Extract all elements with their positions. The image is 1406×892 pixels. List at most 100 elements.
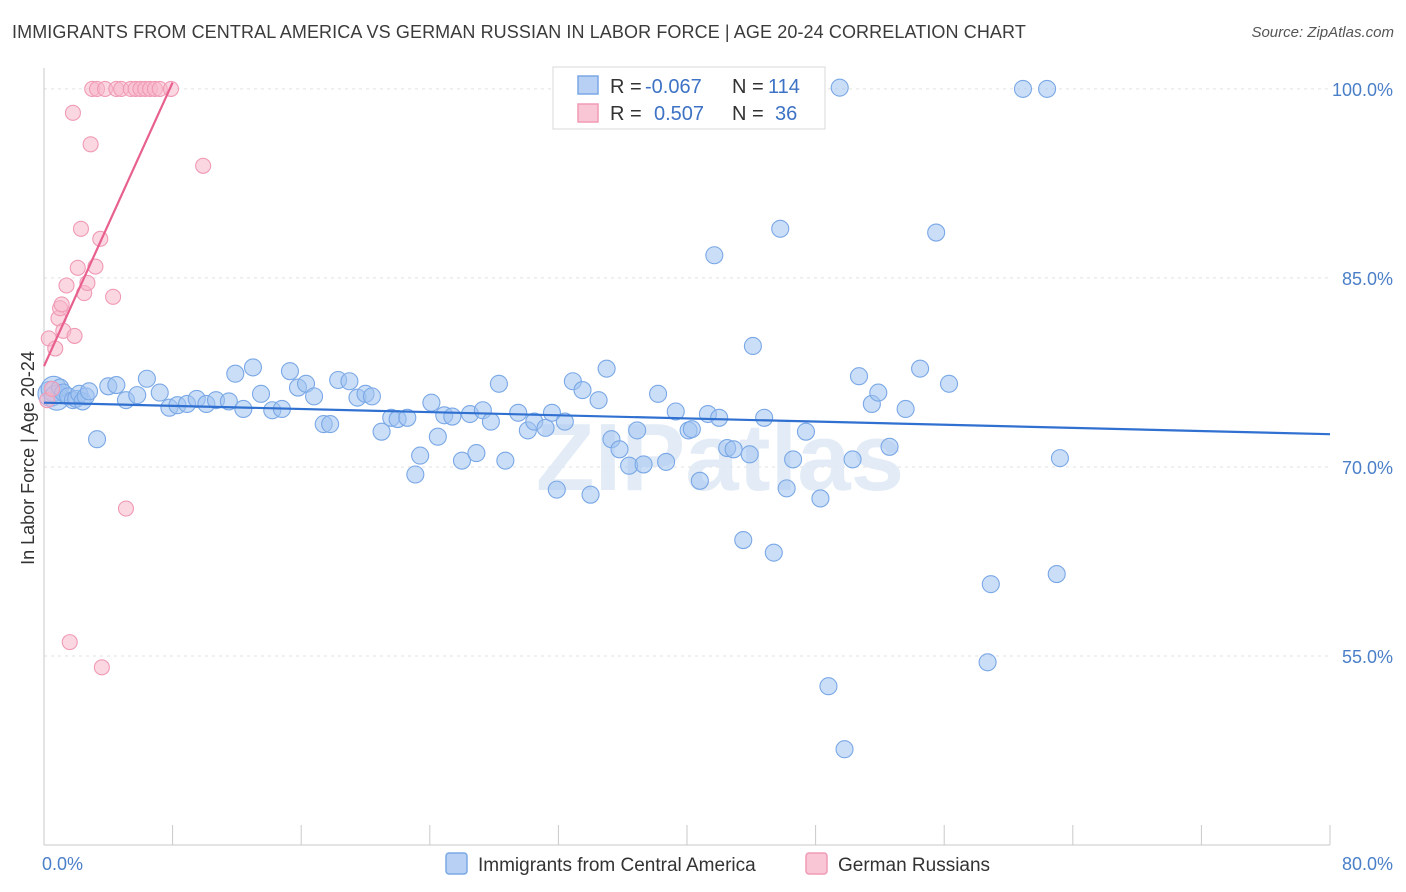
- blue-point-18: [150, 383, 169, 402]
- chart-title: IMMIGRANTS FROM CENTRAL AMERICA VS GERMA…: [12, 22, 1026, 42]
- blue-point-53: [452, 451, 472, 470]
- pink-point-8: [58, 277, 75, 294]
- bottom-legend-swatch-blue: [445, 852, 468, 875]
- pink-trend-line: [42, 82, 174, 367]
- pink-point-21: [93, 659, 110, 676]
- blue-point-28: [243, 358, 263, 377]
- blue-point-12: [87, 430, 107, 449]
- blue-point-73: [610, 440, 629, 459]
- blue-point-49: [422, 393, 441, 412]
- blue-point-52: [443, 407, 462, 426]
- blue-point-43: [372, 422, 391, 441]
- blue-point-106: [896, 399, 915, 419]
- blue-point-48: [411, 446, 430, 465]
- blue-point-82: [690, 471, 709, 490]
- blue-point-85: [705, 246, 724, 265]
- bottom-legend-label-pink: German Russians: [838, 855, 990, 876]
- pink-point-10: [64, 104, 81, 121]
- blue-point-46: [398, 408, 417, 427]
- blue-point-102: [849, 367, 869, 386]
- blue-point-101: [843, 450, 862, 469]
- legend-n-label-2: N =: [732, 103, 764, 125]
- blue-point-26: [226, 364, 245, 383]
- blue-point-78: [657, 452, 676, 471]
- blue-point-58: [489, 374, 508, 393]
- pink-point-12: [69, 259, 86, 276]
- x-tick-label-1: 80.0%: [1342, 854, 1393, 874]
- blue-point-39: [340, 372, 359, 391]
- blue-point-75: [628, 421, 647, 440]
- blue-point-70: [589, 391, 608, 410]
- blue-point-27: [234, 399, 253, 419]
- blue-point-29: [251, 384, 271, 403]
- blue-point-90: [743, 336, 762, 356]
- x-tick-labels: 0.0% 80.0%: [42, 854, 1393, 874]
- blue-point-100: [835, 740, 854, 759]
- blue-point-108: [927, 223, 946, 242]
- stats-legend: R = -0.067 N = 114 R = 0.507 N = 36: [552, 66, 826, 130]
- blue-point-98: [819, 677, 838, 696]
- pink-point-16: [82, 136, 99, 153]
- blue-point-89: [740, 445, 759, 464]
- blue-point-16: [128, 386, 147, 405]
- blue-point-35: [305, 387, 324, 406]
- legend-n-label-1: N =: [732, 76, 764, 98]
- grid-lines: [44, 88, 1330, 657]
- blue-point-110: [978, 653, 997, 672]
- blue-point-60: [509, 403, 528, 422]
- blue-point-94: [777, 479, 796, 498]
- y-tick-label-1: 85.0%: [1342, 269, 1393, 289]
- blue-point-111: [981, 575, 1000, 594]
- blue-point-96: [796, 422, 816, 441]
- blue-point-84: [710, 408, 729, 427]
- blue-point-68: [573, 381, 592, 400]
- blue-point-57: [481, 412, 500, 431]
- blue-point-25: [219, 392, 238, 411]
- blue-point-71: [597, 359, 616, 378]
- blue-trend-line: [43, 401, 1331, 436]
- blue-point-115: [1050, 449, 1069, 468]
- blue-point-42: [362, 387, 381, 406]
- pink-point-13: [72, 220, 90, 237]
- blue-point-63: [536, 418, 555, 437]
- legend-r-label-2: R =: [610, 103, 642, 125]
- y-tick-label-3: 55.0%: [1342, 647, 1393, 667]
- blue-point-95: [784, 450, 803, 469]
- blue-point-11: [79, 382, 99, 401]
- blue-point-105: [880, 437, 899, 456]
- blue-point-65: [547, 480, 566, 499]
- blue-point-91: [755, 408, 774, 427]
- blue-point-87: [724, 440, 743, 459]
- blue-point-114: [1047, 565, 1066, 584]
- blue-point-76: [634, 455, 653, 474]
- data-points: [37, 78, 1069, 759]
- blue-point-97: [811, 489, 830, 508]
- legend-n-value-2: 36: [775, 103, 797, 125]
- blue-point-66: [555, 412, 574, 431]
- trend-lines: [42, 82, 1331, 436]
- y-tick-labels: 100.0% 85.0% 70.0% 55.0%: [1332, 80, 1393, 667]
- legend-r-value-1: -0.067: [645, 76, 702, 98]
- pink-point-6: [53, 296, 70, 313]
- pink-point-26: [117, 500, 135, 517]
- y-tick-label-0: 100.0%: [1332, 80, 1393, 100]
- blue-point-93: [771, 219, 790, 238]
- blue-point-88: [734, 530, 753, 550]
- blue-point-107: [911, 359, 930, 378]
- bottom-legend: Immigrants from Central America German R…: [445, 852, 990, 876]
- y-axis-label: In Labor Force | Age 20-24: [18, 351, 38, 565]
- y-tick-label-2: 70.0%: [1342, 458, 1393, 478]
- blue-point-55: [467, 444, 486, 463]
- blue-point-112: [1013, 79, 1033, 98]
- blue-point-14: [107, 375, 126, 395]
- pink-point-23: [105, 288, 122, 305]
- pink-point-9: [61, 634, 78, 651]
- blue-point-81: [682, 420, 701, 439]
- axes: [43, 68, 1331, 846]
- legend-swatch-pink: [577, 103, 599, 123]
- pink-point-11: [66, 327, 83, 344]
- legend-r-value-2: 0.507: [654, 103, 704, 125]
- blue-point-64: [542, 403, 562, 422]
- pink-point-2: [43, 380, 61, 397]
